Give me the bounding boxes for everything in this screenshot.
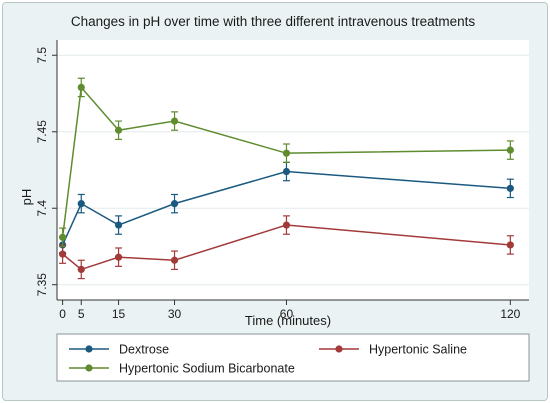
data-point [506,241,514,249]
data-point [170,200,179,208]
legend-box [56,333,530,382]
x-axis-label: Time (minutes) [245,313,331,328]
plot-area: 7.35 7.4 7.45 7.5 0 5 15 30 60 120 [35,40,529,321]
legend-marker [335,345,343,353]
data-point [77,83,85,92]
legend: Dextrose Hypertonic Saline Hypertonic Sodi… [56,333,530,382]
data-point [506,184,514,192]
x-tick-label: 15 [112,307,126,321]
data-point [282,221,291,229]
data-point [282,149,291,157]
series-line [62,224,511,271]
legend-label: Hypertonic Saline [369,343,467,357]
legend-marker [85,364,93,372]
y-tick-label: 7.5 [35,47,49,64]
series-line [61,85,511,238]
data-point [114,221,123,229]
data-point [170,117,179,125]
legend-label: Dextrose [119,343,169,357]
legend-label: Hypertonic Sodium Bicarbonate [119,362,295,376]
plot-background [57,40,529,300]
y-tick-label: 7.35 [35,273,49,297]
data-point [282,167,291,176]
x-tick-label: 0 [59,307,66,321]
x-tick-label: 30 [168,307,182,321]
series-line [61,170,511,246]
data-point [114,126,123,134]
x-tick-label: 60 [280,307,294,321]
line-chart: Changes in pH over time with three diffe… [19,14,530,382]
chart-title: Changes in pH over time with three diffe… [71,14,475,29]
data-point [77,200,85,208]
data-point [170,256,179,264]
y-tick-label: 7.45 [35,120,49,144]
y-tick-label: 7.4 [35,200,49,217]
legend-marker [85,345,93,353]
x-tick-label: 5 [78,307,85,321]
y-axis-label: pH [19,189,34,206]
data-point [114,253,123,261]
data-point [58,233,67,241]
data-point [506,146,514,154]
data-point [77,265,85,274]
x-tick-label: 120 [500,307,520,321]
data-point [58,250,67,258]
